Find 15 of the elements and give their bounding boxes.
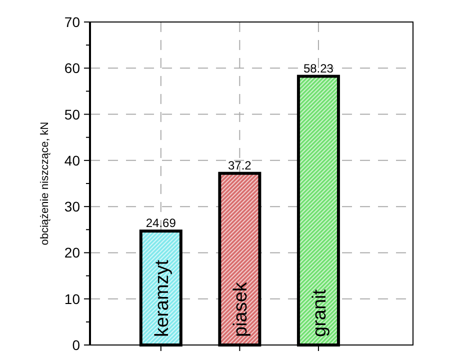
y-tick-label: 10 <box>64 290 80 307</box>
data-label: 24.69 <box>146 216 176 230</box>
y-tick-label: 30 <box>64 198 80 215</box>
y-tick-label: 0 <box>72 337 80 353</box>
x-tick-label: granit <box>309 288 330 337</box>
x-tick-label: keramzyt <box>152 259 173 337</box>
y-tick-label: 20 <box>64 244 80 261</box>
y-tick-label: 40 <box>64 152 80 168</box>
y-tick-label: 50 <box>64 106 80 122</box>
data-label: 37.2 <box>228 158 252 172</box>
data-label: 58.23 <box>303 61 334 76</box>
y-tick-label: 70 <box>64 14 80 30</box>
y-axis-title: obciążenie niszczące, kN <box>39 122 51 246</box>
y-tick-label: 60 <box>64 60 80 76</box>
x-tick-label: piasek <box>230 282 252 337</box>
